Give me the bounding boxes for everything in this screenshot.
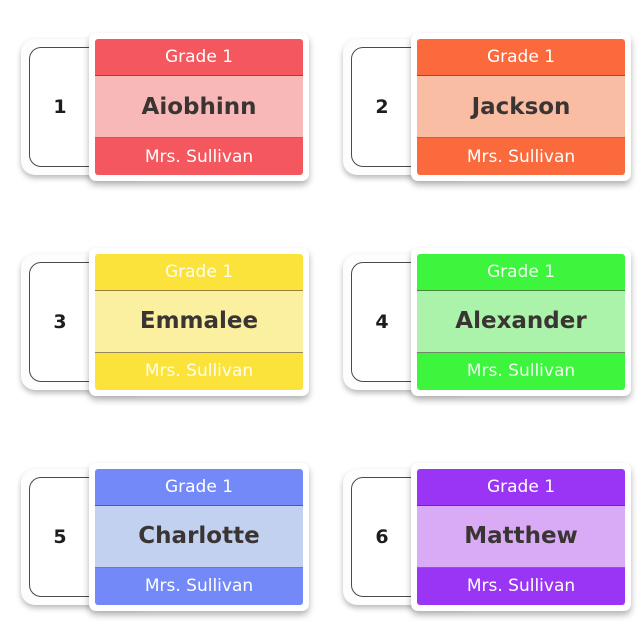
label-color-body: Grade 1 Alexander Mrs. Sullivan [417,253,625,390]
student-name-band: Aiobhinn [95,76,303,139]
student-name-band: Matthew [417,505,625,568]
student-label-card-3[interactable]: 3 Grade 1 Emmalee Mrs. Sullivan [13,242,309,402]
grade-band: Grade 1 [95,468,303,506]
grade-band: Grade 1 [417,39,625,77]
grade-band: Grade 1 [417,253,625,291]
grade-band: Grade 1 [95,39,303,77]
card-number-2: 2 [375,96,389,119]
card-number-1: 1 [53,96,67,119]
card-number-4: 4 [375,310,389,333]
card-number-6: 6 [375,525,389,548]
student-name-band: Emmalee [95,290,303,353]
teacher-band: Mrs. Sullivan [417,567,625,605]
student-name-band: Charlotte [95,505,303,568]
student-label-card-6[interactable]: 6 Grade 1 Matthew Mrs. Sullivan [335,457,631,617]
card-number-5: 5 [53,525,67,548]
teacher-band: Mrs. Sullivan [417,138,625,176]
student-name-band: Alexander [417,290,625,353]
label-color-body: Grade 1 Emmalee Mrs. Sullivan [95,253,303,390]
label-color-body: Grade 1 Jackson Mrs. Sullivan [417,39,625,176]
student-label-card-5[interactable]: 5 Grade 1 Charlotte Mrs. Sullivan [13,457,309,617]
label-color-body: Grade 1 Charlotte Mrs. Sullivan [95,468,303,605]
label-color-body: Grade 1 Matthew Mrs. Sullivan [417,468,625,605]
teacher-band: Mrs. Sullivan [95,138,303,176]
grade-band: Grade 1 [417,468,625,506]
grade-band: Grade 1 [95,253,303,291]
student-name-band: Jackson [417,76,625,139]
student-label-card-2[interactable]: 2 Grade 1 Jackson Mrs. Sullivan [335,27,631,187]
student-label-card-4[interactable]: 4 Grade 1 Alexander Mrs. Sullivan [335,242,631,402]
card-number-3: 3 [53,310,67,333]
student-label-card-1[interactable]: 1 Grade 1 Aiobhinn Mrs. Sullivan [13,27,309,187]
teacher-band: Mrs. Sullivan [95,567,303,605]
teacher-band: Mrs. Sullivan [95,352,303,390]
teacher-band: Mrs. Sullivan [417,352,625,390]
label-color-body: Grade 1 Aiobhinn Mrs. Sullivan [95,39,303,176]
